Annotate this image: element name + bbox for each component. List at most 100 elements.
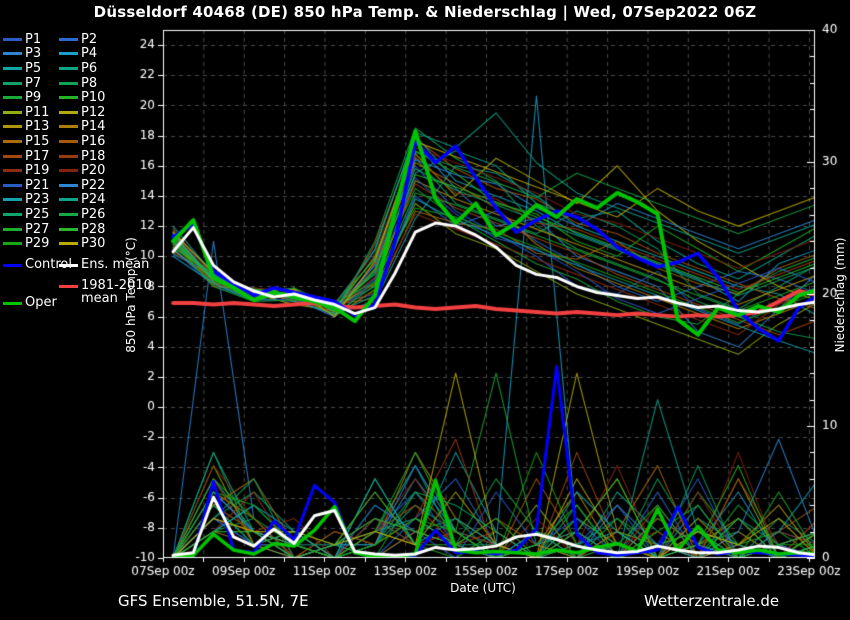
legend-swatch <box>3 81 22 85</box>
legend-item-p21: P21 <box>3 179 59 192</box>
legend-label: 1981-2010 mean <box>81 278 152 306</box>
legend-swatch <box>3 96 22 100</box>
legend-swatch <box>59 264 78 267</box>
legend-label: P25 <box>25 206 50 222</box>
legend-item-p12: P12 <box>59 106 123 119</box>
legend-item-1981-2010-mean: 1981-2010 mean <box>59 279 157 305</box>
legend-swatch <box>3 183 22 187</box>
legend-swatch <box>59 227 78 231</box>
legend-swatch <box>3 66 22 70</box>
legend-item-p7: P7 <box>3 77 59 90</box>
legend-item-p6: P6 <box>59 62 123 75</box>
legend-item-p4: P4 <box>59 47 123 60</box>
legend-swatch <box>59 242 78 246</box>
legend-label: P5 <box>25 60 42 76</box>
legend-item-p9: P9 <box>3 91 59 104</box>
legend-label: P13 <box>25 119 50 135</box>
legend-swatch <box>3 139 22 143</box>
legend-item-p22: P22 <box>59 179 123 192</box>
legend-item-p11: P11 <box>3 106 59 119</box>
legend-label: P23 <box>25 192 50 208</box>
legend-swatch <box>59 96 78 100</box>
legend-swatch <box>59 139 78 143</box>
legend-item-p16: P16 <box>59 135 123 148</box>
legend-item-p27: P27 <box>3 223 59 236</box>
legend-label: P18 <box>81 148 106 164</box>
legend-label: P30 <box>81 236 106 252</box>
footer-site-label: Wetterzentrale.de <box>644 592 780 610</box>
x-axis-title: Date (UTC) <box>450 581 516 595</box>
legend-swatch <box>3 169 22 173</box>
legend-label: P10 <box>81 90 106 106</box>
legend-label: P19 <box>25 163 50 179</box>
legend-label: P24 <box>81 192 106 208</box>
ensemble-legend: P1 P2 P3 P4 P5 P6 P7 P8 P9 P10 P11 P12 P13 P14 P15 P16 P… <box>3 32 123 251</box>
legend-label: P27 <box>25 221 50 237</box>
legend-swatch <box>3 302 22 305</box>
legend-label: P8 <box>81 75 98 91</box>
legend-label: P28 <box>81 221 106 237</box>
legend-swatch <box>3 52 22 56</box>
legend-label: P20 <box>81 163 106 179</box>
legend-swatch <box>59 37 78 41</box>
legend-label: Control <box>25 257 72 272</box>
legend-label: P17 <box>25 148 50 164</box>
legend-swatch <box>59 110 78 114</box>
legend-swatch <box>3 37 22 41</box>
legend-item-ens-mean: Ens. mean <box>59 258 157 271</box>
legend-swatch <box>3 125 22 129</box>
legend-swatch <box>59 212 78 216</box>
legend-item-p15: P15 <box>3 135 59 148</box>
legend-label: P3 <box>25 46 42 62</box>
legend-item-p19: P19 <box>3 164 59 177</box>
legend-swatch <box>3 212 22 216</box>
legend-swatch <box>59 154 78 158</box>
legend-label: P4 <box>81 46 98 62</box>
legend-swatch <box>3 198 22 202</box>
right-axis-title: Niederschlag (mm) <box>833 237 847 353</box>
legend-item-p25: P25 <box>3 208 59 221</box>
legend-swatch <box>59 81 78 85</box>
legend-swatch <box>59 198 78 202</box>
legend-swatch <box>59 66 78 70</box>
footer-model-label: GFS Ensemble, 51.5N, 7E <box>118 592 309 610</box>
legend-swatch <box>3 227 22 231</box>
legend-item-p24: P24 <box>59 193 123 206</box>
legend-swatch <box>59 285 78 288</box>
legend-label: P26 <box>81 206 106 222</box>
legend-label: P21 <box>25 177 50 193</box>
legend-label: P12 <box>81 104 106 120</box>
legend-swatch <box>59 52 78 56</box>
legend-item-p30: P30 <box>59 237 123 250</box>
legend-item-p1: P1 <box>3 33 59 46</box>
left-axis-title: 850 hPa Temp. (°C) <box>124 237 138 353</box>
legend-item-p28: P28 <box>59 223 123 236</box>
legend-label: P15 <box>25 133 50 149</box>
legend-label: P9 <box>25 90 42 106</box>
legend-label: P2 <box>81 31 98 47</box>
legend-label: P1 <box>25 31 42 47</box>
legend-item-p10: P10 <box>59 91 123 104</box>
legend-label: P11 <box>25 104 50 120</box>
legend-item-p23: P23 <box>3 193 59 206</box>
legend-item-control: Control <box>3 258 101 271</box>
legend-label: P29 <box>25 236 50 252</box>
legend-label: Oper <box>25 295 57 310</box>
legend-swatch <box>3 110 22 114</box>
legend-label: P16 <box>81 133 106 149</box>
legend-swatch <box>3 242 22 246</box>
legend-label: P6 <box>81 60 98 76</box>
legend-label: P14 <box>81 119 106 135</box>
legend-item-p5: P5 <box>3 62 59 75</box>
legend-item-p26: P26 <box>59 208 123 221</box>
legend-swatch <box>59 169 78 173</box>
legend-item-p29: P29 <box>3 237 59 250</box>
legend-item-p13: P13 <box>3 120 59 133</box>
legend-swatch <box>59 183 78 187</box>
chart-title: Düsseldorf 40468 (DE) 850 hPa Temp. & Ni… <box>93 3 757 21</box>
legend-swatch <box>3 154 22 158</box>
legend-label: P7 <box>25 75 42 91</box>
legend-item-p20: P20 <box>59 164 123 177</box>
